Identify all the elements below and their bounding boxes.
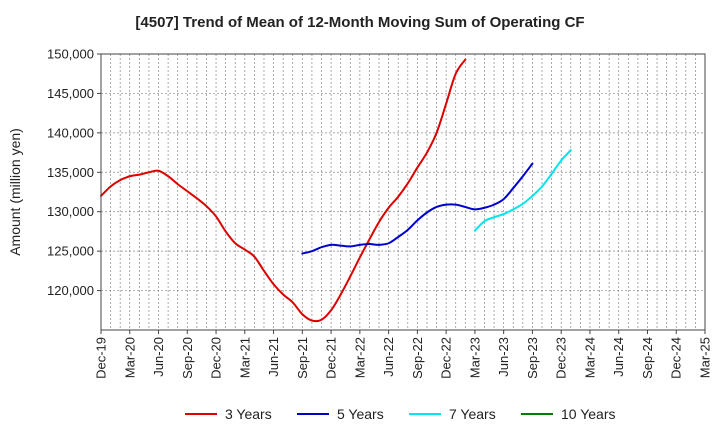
y-tick-label: 140,000 [47,125,94,140]
x-tick-label: Dec-21 [324,337,339,379]
legend-label-5-years: 5 Years [337,406,384,422]
x-axis: Dec-19 Mar-20 Jun-20 Sep-20 Dec-20 Mar-21 Jun-… [94,330,713,379]
x-tick-label: Sep-22 [410,337,425,379]
x-tick-label: Dec-22 [439,337,454,379]
x-tick-label: Jun-23 [496,337,511,377]
x-tick-label: Mar-21 [237,337,252,378]
series-line-7-years [473,149,572,232]
y-tick-label: 145,000 [47,86,94,101]
x-tick-label: Sep-23 [525,337,540,379]
x-tick-label: Jun-20 [151,337,166,377]
x-tick-label: Dec-20 [209,337,224,379]
y-axis: 120,000 125,000 130,000 135,000 140,000 145,0… [47,47,101,298]
x-tick-label: Mar-23 [467,337,482,378]
legend-label-10-years: 10 Years [561,406,616,422]
x-tick-label: Dec-24 [669,337,684,379]
series-line-5-years [301,162,534,255]
x-tick-label: Jun-22 [381,337,396,377]
y-axis-label: Amount (million yen) [7,128,23,256]
y-tick-label: 130,000 [47,204,94,219]
y-tick-label: 150,000 [47,47,94,62]
legend-label-3-years: 3 Years [225,406,272,422]
x-tick-label: Mar-25 [698,337,713,378]
x-tick-label: Sep-20 [180,337,195,379]
series-layer [100,58,572,323]
plot-frame [100,53,706,331]
y-tick-label: 125,000 [47,244,94,259]
x-tick-label: Sep-24 [640,337,655,379]
x-tick-label: Sep-21 [295,337,310,379]
y-tick-label: 120,000 [47,283,94,298]
legend: 3 Years 5 Years 7 Years 10 Years [185,406,616,422]
x-tick-label: Mar-22 [352,337,367,378]
x-tick-label: Dec-19 [94,337,109,379]
series-line-3-years [100,58,467,323]
grid [101,53,705,330]
x-tick-label: Mar-20 [122,337,137,378]
y-tick-label: 135,000 [47,165,94,180]
legend-label-7-years: 7 Years [449,406,496,422]
chart-title: [4507] Trend of Mean of 12-Month Moving … [135,14,584,31]
x-tick-label: Dec-23 [554,337,569,379]
x-tick-label: Mar-24 [582,337,597,378]
x-tick-label: Jun-24 [611,337,626,377]
x-tick-label: Jun-21 [266,337,281,377]
